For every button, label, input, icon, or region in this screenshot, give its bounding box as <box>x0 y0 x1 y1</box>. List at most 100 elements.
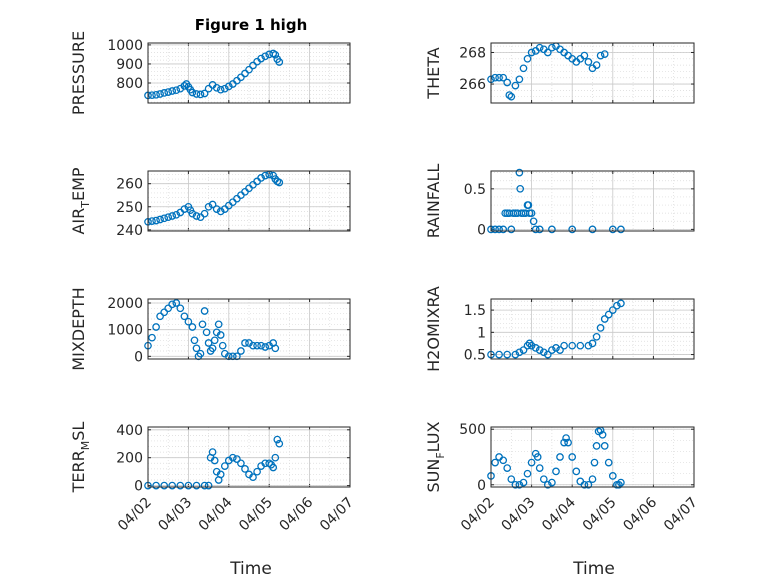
data-point <box>535 225 544 234</box>
data-point <box>507 92 516 101</box>
y-tick-label: 400 <box>116 423 143 439</box>
y-axis-label: TERRMSL <box>69 422 92 494</box>
data-point <box>228 453 237 462</box>
data-point <box>273 435 282 444</box>
data-point <box>172 86 181 95</box>
data-point <box>200 481 209 490</box>
y-tick-label: 0 <box>477 222 486 238</box>
data-point <box>265 459 274 468</box>
data-point <box>237 73 245 82</box>
panel-mixdepth: 0 1000 2000 MIXDEPTH <box>69 287 351 371</box>
data-point <box>148 91 156 100</box>
data-point <box>511 480 520 489</box>
data-point <box>525 339 534 348</box>
y-axis-label: SUNFLUX <box>424 421 447 492</box>
x-axis-label-left: Time <box>229 559 272 579</box>
data-point <box>539 475 548 484</box>
data-point <box>511 81 520 90</box>
x-tick-label: 04/07 <box>661 495 701 535</box>
panel-rainfall: 0 0.5 RAINFALL <box>424 164 695 239</box>
data-point <box>507 225 516 234</box>
axes-box <box>147 170 351 232</box>
data-point <box>495 73 503 82</box>
axes-box <box>490 426 695 488</box>
y-tick-label: 0.5 <box>464 182 486 198</box>
data-point <box>188 323 197 331</box>
panel-h2omixra: 0.5 1 1.5 H2OMIXRA <box>424 286 695 372</box>
data-point <box>168 212 177 220</box>
data-point <box>519 478 528 487</box>
data-point <box>531 225 540 234</box>
data-point <box>592 442 601 450</box>
data-point <box>200 307 209 315</box>
data-point <box>499 225 508 234</box>
y-tick-label: 900 <box>116 57 143 73</box>
data-point <box>527 458 536 467</box>
data-point <box>588 225 597 234</box>
data-point <box>560 438 568 447</box>
data-point <box>257 341 265 350</box>
data-point <box>233 455 241 463</box>
data-point <box>548 478 556 487</box>
data-point <box>180 82 189 90</box>
y-tick-label: 240 <box>116 223 143 239</box>
data-point <box>168 481 177 490</box>
data-point <box>523 469 532 478</box>
data-point <box>156 90 164 98</box>
data-point <box>198 320 207 329</box>
data-point <box>548 346 556 354</box>
data-point <box>196 90 205 99</box>
y-tick-label: 800 <box>116 76 143 92</box>
y-tick-label: 250 <box>116 200 143 216</box>
data-point <box>515 480 524 489</box>
y-tick-label: 0.5 <box>464 348 486 364</box>
data-point <box>596 324 605 332</box>
x-tick-label: 04/07 <box>317 495 357 535</box>
y-tick-label: 1000 <box>107 38 143 54</box>
data-point <box>580 480 589 489</box>
data-point <box>580 51 589 60</box>
data-point <box>208 200 217 209</box>
y-tick-label: 0 <box>477 478 486 494</box>
data-point <box>172 299 181 307</box>
x-tick-label: 04/06 <box>620 494 660 534</box>
y-tick-label: 260 <box>116 177 143 193</box>
data-point <box>148 217 156 225</box>
data-point <box>562 434 570 442</box>
panel-terr_msl: 0 200 400 TERRMSL 04/02 04/03 04/04 04/05 04/06 0… <box>69 422 357 535</box>
data-point <box>208 448 217 456</box>
data-point <box>208 344 217 353</box>
data-point <box>491 225 499 234</box>
data-point <box>515 168 524 177</box>
data-point <box>600 315 609 323</box>
data-point <box>196 349 205 358</box>
data-point <box>505 91 514 99</box>
data-point <box>271 453 280 462</box>
y-axis-label: MIXDEPTH <box>69 287 88 370</box>
data-point <box>190 336 199 345</box>
data-point <box>527 209 536 218</box>
data-point <box>588 475 597 484</box>
data-point <box>564 438 572 447</box>
data-point <box>212 205 221 213</box>
data-point <box>224 82 233 91</box>
data-point <box>572 467 581 476</box>
data-point <box>164 88 173 96</box>
data-point <box>533 453 542 461</box>
data-point <box>257 174 265 182</box>
y-axis-label: THETA <box>424 47 443 99</box>
data-point <box>220 462 229 470</box>
data-point <box>519 346 528 354</box>
y-tick-label: 1000 <box>107 323 143 339</box>
data-point <box>556 453 564 461</box>
data-point <box>164 304 173 313</box>
data-point <box>216 470 225 479</box>
data-point <box>531 344 540 352</box>
data-point <box>261 52 270 61</box>
y-axis-label: RAINFALL <box>424 164 443 239</box>
y-tick-label: 200 <box>116 451 143 467</box>
x-tick-label: 04/06 <box>277 494 317 534</box>
data-point <box>600 50 609 58</box>
data-point <box>156 215 164 224</box>
data-point <box>535 346 544 354</box>
